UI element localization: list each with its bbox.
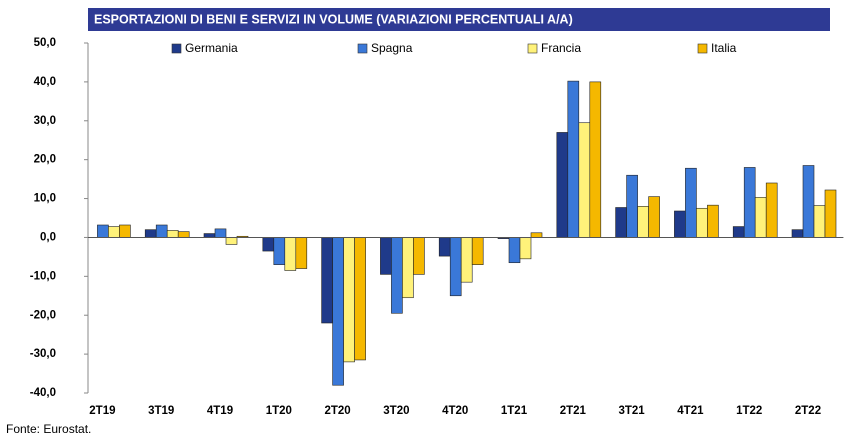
bar [203, 233, 216, 238]
bar [438, 237, 451, 257]
bar [648, 196, 660, 238]
bar [615, 207, 627, 238]
bar [155, 224, 168, 238]
bar [449, 237, 462, 297]
x-tick-label: 1T22 [736, 405, 762, 417]
legend-label: Germania [185, 41, 238, 55]
bar [471, 237, 484, 265]
y-tick-label: -10,0 [30, 270, 56, 282]
bar [674, 210, 686, 238]
x-tick-label: 4T21 [677, 405, 704, 417]
bar [343, 237, 355, 363]
bar [119, 224, 131, 238]
x-tick-label: 2T20 [324, 405, 350, 417]
bar [626, 174, 638, 238]
legend-label: Spagna [371, 41, 413, 55]
bar [567, 80, 580, 238]
y-tick-label: 20,0 [34, 154, 56, 166]
bar [108, 226, 120, 238]
x-tick-label: 1T20 [266, 405, 292, 417]
x-tick-label: 3T21 [618, 405, 645, 417]
bar [380, 237, 392, 275]
bar [556, 132, 569, 238]
bar [530, 232, 543, 238]
x-tick-label: 4T19 [207, 405, 233, 417]
bar [765, 182, 778, 238]
legend-swatch [357, 43, 368, 54]
bar [273, 237, 286, 265]
bar [685, 167, 697, 238]
x-tick-label: 2T22 [795, 405, 821, 417]
x-tick-label: 1T21 [501, 405, 528, 417]
bar [354, 237, 366, 361]
bar [589, 81, 602, 238]
bar [97, 224, 109, 238]
bar [754, 197, 767, 238]
bar [332, 237, 344, 386]
bar [177, 231, 190, 238]
bar [696, 207, 708, 238]
source: Fonte: Eurostat. [6, 422, 91, 436]
bar [732, 226, 745, 238]
chart-title: ESPORTAZIONI DI BENI E SERVIZI IN VOLUME… [94, 12, 573, 26]
x-tick-label: 4T20 [442, 405, 468, 417]
bar [578, 122, 591, 238]
bar [519, 237, 532, 260]
y-tick-label: -30,0 [30, 348, 56, 360]
bar [262, 237, 275, 252]
bar [402, 237, 414, 299]
x-tick-label: 2T19 [89, 405, 115, 417]
bar [791, 229, 804, 238]
legend-label: Francia [541, 41, 581, 55]
bar [813, 205, 826, 238]
bar [321, 237, 333, 324]
bar [508, 237, 521, 264]
bar [707, 204, 719, 238]
bar [391, 237, 403, 314]
y-tick-label: 0,0 [40, 231, 56, 243]
bar [284, 237, 297, 271]
y-tick-label: 30,0 [34, 115, 56, 127]
bar [460, 237, 473, 283]
bar [214, 228, 227, 238]
bar [166, 230, 179, 238]
bar [225, 237, 238, 245]
bar [802, 165, 815, 238]
bar [295, 237, 308, 269]
bar [743, 167, 756, 238]
bar [824, 189, 837, 238]
y-tick-label: 50,0 [34, 37, 56, 49]
legend-swatch [697, 43, 708, 54]
x-tick-label: 3T20 [383, 405, 409, 417]
x-tick-label: 2T21 [560, 405, 587, 417]
bar [637, 206, 649, 238]
y-tick-label: -20,0 [30, 309, 56, 321]
x-tick-label: 3T19 [148, 405, 174, 417]
legend-swatch [527, 43, 538, 54]
legend-label: Italia [711, 41, 737, 55]
title-bar [88, 8, 830, 31]
y-tick-label: 10,0 [34, 193, 56, 205]
bar [144, 229, 157, 238]
y-tick-label: 40,0 [34, 76, 56, 88]
y-tick-label: -40,0 [30, 387, 56, 399]
legend-swatch [171, 43, 182, 54]
bar [413, 237, 425, 275]
